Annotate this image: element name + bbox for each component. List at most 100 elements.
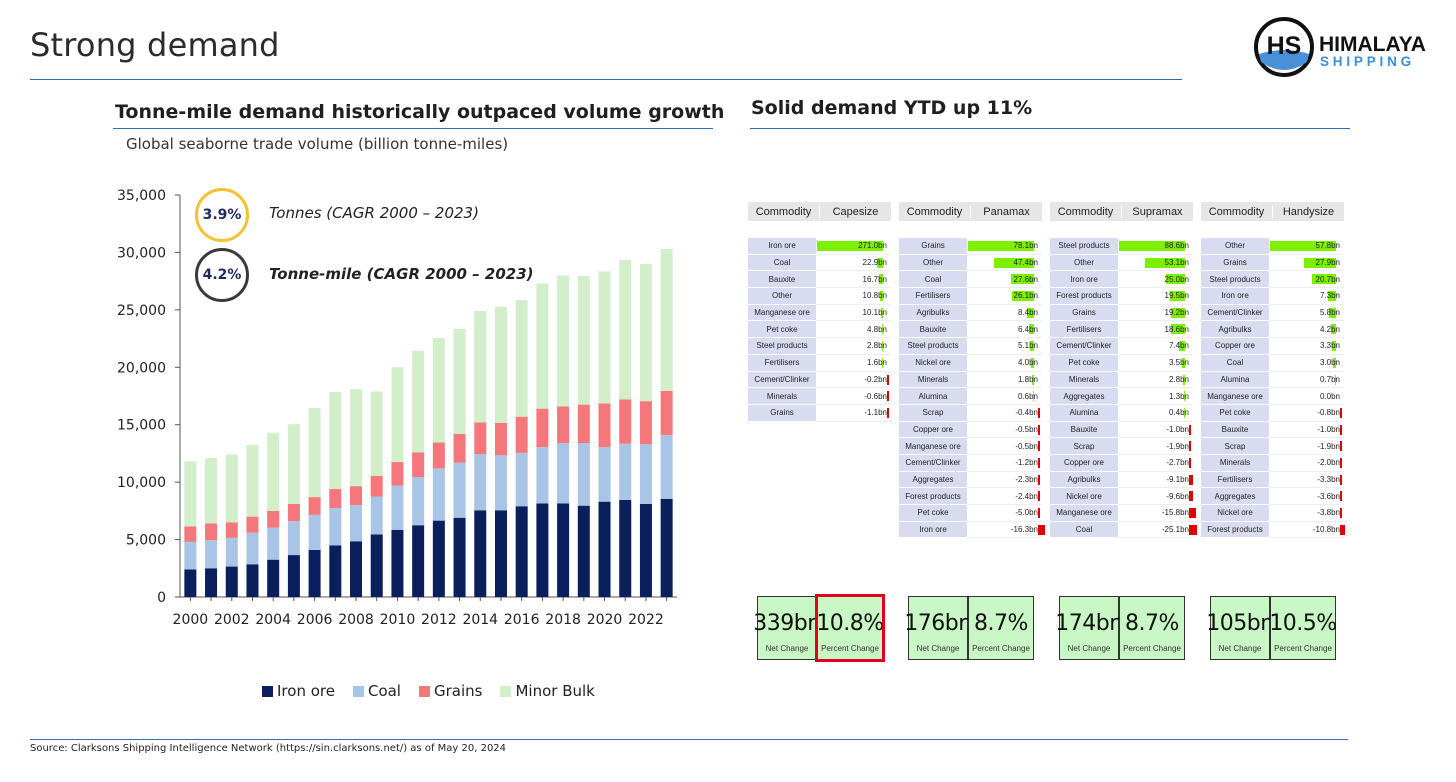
bar-segment-grains <box>494 422 507 456</box>
commodity-table-supramax: Commodity Supramax Steel products 88.6bn Oth… <box>1050 202 1197 539</box>
table-row: Iron ore 7.3bn <box>1201 288 1344 305</box>
bar-segment-iron-ore <box>350 541 363 597</box>
change-value-cell: -1.2bn <box>967 455 1042 472</box>
net-change-box: 174bn Net Change <box>1055 596 1123 660</box>
bar-segment-coal <box>391 485 404 530</box>
change-value-label: -2.7bn <box>1166 458 1189 468</box>
commodity-name: Manganese ore <box>1201 388 1269 405</box>
positive-change-bar <box>880 291 883 302</box>
commodity-name: Bauxite <box>1201 421 1269 439</box>
bar-segment-coal <box>577 443 590 506</box>
change-value-label: 7.3bn <box>1319 291 1340 301</box>
percent-change-value: 10.5% <box>1269 611 1337 636</box>
change-value-label: -2.3bn <box>1015 474 1038 484</box>
change-value-cell: -15.8bn <box>1118 505 1196 522</box>
negative-change-bar <box>1340 491 1342 502</box>
y-tick-label: 25,000 <box>117 303 166 319</box>
change-value-cell: 10.8bn <box>816 288 891 305</box>
change-value-label: -9.1bn <box>1166 474 1189 484</box>
positive-change-bar <box>1011 291 1034 302</box>
column-header-commodity[interactable]: Commodity <box>755 205 812 218</box>
negative-change-bar <box>1038 491 1040 502</box>
bar-segment-iron-ore <box>453 517 466 597</box>
change-value-label: 19.5bn <box>1164 291 1189 301</box>
table-row: Forest products -2.4bn <box>899 488 1042 505</box>
net-change-caption: Net Change <box>1067 644 1111 653</box>
commodity-name: Grains <box>1201 254 1269 272</box>
bar-segment-iron-ore <box>267 559 280 597</box>
legend-swatch-minor-bulk <box>500 685 512 697</box>
table-row: Aggregates -3.6bn <box>1201 488 1344 505</box>
change-value-cell: 0.7bn <box>1269 372 1344 389</box>
column-header-vessel-class[interactable]: Handysize <box>1272 205 1344 218</box>
change-value-cell: -3.6bn <box>1269 488 1344 505</box>
commodity-name: Fertilisers <box>899 288 967 305</box>
change-value-cell: 1.8bn <box>967 372 1042 389</box>
commodity-name: Scrap <box>1201 438 1269 455</box>
change-value-label: 88.6bn <box>1164 241 1189 251</box>
bar-segment-minor-bulk <box>225 454 238 523</box>
change-value-cell: 78.1bn <box>967 238 1042 255</box>
bar-segment-iron-ore <box>619 499 632 597</box>
change-value-label: 26.1bn <box>1013 291 1038 301</box>
bar-segment-coal <box>557 443 570 504</box>
column-header-commodity[interactable]: Commodity <box>906 205 963 218</box>
change-value-label: -1.9bn <box>1166 441 1189 451</box>
positive-change-bar <box>1029 341 1034 352</box>
column-header-vessel-class[interactable]: Panamax <box>970 205 1042 218</box>
change-value-label: -5.0bn <box>1015 508 1038 518</box>
table-row: Manganese ore 10.1bn <box>748 304 891 322</box>
commodity-name: Aggregates <box>1201 488 1269 505</box>
table-row: Other 47.4bn <box>899 254 1042 272</box>
column-header-vessel-class[interactable]: Capesize <box>819 205 891 218</box>
bar-segment-minor-bulk <box>432 337 445 443</box>
change-value-cell: -3.8bn <box>1269 505 1344 522</box>
percent-change-caption: Percent Change <box>972 644 1030 653</box>
change-value-cell: 1.3bn <box>1118 388 1193 405</box>
bar-segment-minor-bulk <box>391 367 404 463</box>
bar-segment-coal <box>474 454 487 511</box>
column-header-commodity[interactable]: Commodity <box>1057 205 1114 218</box>
percent-change-value: 8.7% <box>1125 611 1179 636</box>
table-row: Coal 27.6bn <box>899 271 1042 289</box>
positive-change-bar <box>1182 374 1185 385</box>
column-header-vessel-class[interactable]: Supramax <box>1121 205 1193 218</box>
table-row: Pet coke -5.0bn <box>899 505 1042 522</box>
table-row: Nickel ore -9.6bn <box>1050 488 1194 505</box>
change-value-cell: 19.5bn <box>1118 288 1193 305</box>
bar-segment-grains <box>184 526 197 542</box>
table-row: Pet coke -0.8bn <box>1201 404 1344 422</box>
change-value-label: -1.2bn <box>1015 458 1038 468</box>
column-header-commodity[interactable]: Commodity <box>1208 205 1265 218</box>
change-value-cell: 4.2bn <box>1269 321 1344 339</box>
negative-change-bar <box>887 391 889 402</box>
bar-segment-coal <box>639 444 652 504</box>
change-value-label: 5.1bn <box>1017 341 1038 351</box>
bar-segment-grains <box>432 442 445 469</box>
change-value-label: 6.4bn <box>1017 324 1038 334</box>
change-value-label: -3.6bn <box>1317 491 1340 501</box>
bar-segment-iron-ore <box>536 503 549 597</box>
bar-segment-grains <box>536 408 549 448</box>
bar-segment-iron-ore <box>412 525 425 597</box>
commodity-name: Pet coke <box>899 505 967 522</box>
commodity-name: Other <box>748 288 816 305</box>
bar-segment-grains <box>577 404 590 444</box>
change-value-label: 2.8bn <box>1168 374 1189 384</box>
change-value-cell: -1.1bn <box>816 405 891 422</box>
commodity-name: Grains <box>748 404 816 422</box>
bar-segment-iron-ore <box>557 503 570 597</box>
percent-change-box: 10.8% Percent Change <box>815 594 885 662</box>
positive-change-bar <box>1033 391 1034 402</box>
positive-change-bar <box>882 341 883 352</box>
net-change-caption: Net Change <box>765 644 809 653</box>
negative-change-bar <box>1038 424 1040 435</box>
change-value-cell: 0.0bn <box>1269 388 1344 405</box>
commodity-name: Alumina <box>1201 371 1269 389</box>
change-value-cell: -9.1bn <box>1118 472 1193 489</box>
change-value-cell: 19.2bn <box>1118 305 1193 322</box>
bar-segment-grains <box>453 433 466 463</box>
positive-change-bar <box>1335 374 1336 385</box>
table-row: Agribulks 8.4bn <box>899 304 1042 322</box>
bar-segment-minor-bulk <box>308 408 321 498</box>
